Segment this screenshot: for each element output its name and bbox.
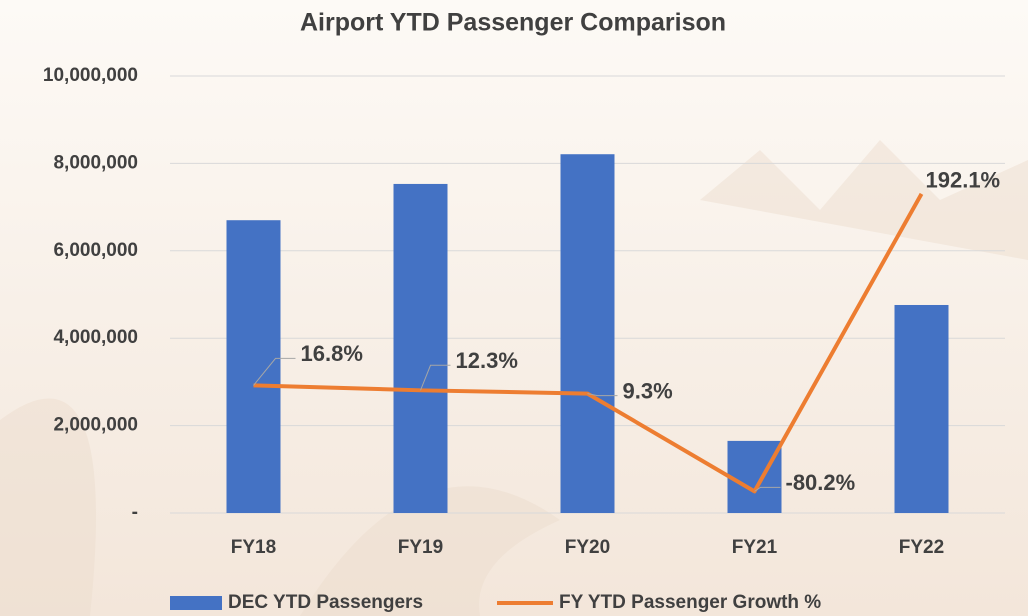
bar (894, 304, 949, 513)
data-label: 16.8% (301, 341, 363, 366)
legend-label: DEC YTD Passengers (228, 592, 423, 613)
bar (560, 154, 615, 513)
x-tick-label: FY21 (732, 537, 778, 558)
x-tick-label: FY19 (398, 537, 443, 558)
leader-line (253, 357, 296, 386)
leader-line (420, 364, 451, 391)
x-tick-label: FY22 (899, 537, 944, 558)
legend-swatch (170, 596, 222, 610)
data-label: -80.2% (786, 470, 856, 495)
data-label: 9.3% (623, 378, 673, 403)
legend-label: FY YTD Passenger Growth % (559, 592, 821, 613)
background-shape (0, 140, 1028, 616)
y-tick-label: 2,000,000 (53, 415, 138, 436)
y-tick-label: 4,000,000 (53, 327, 138, 348)
bar (727, 440, 782, 513)
leader-line (587, 393, 618, 397)
bar (393, 183, 448, 513)
y-tick-label: 6,000,000 (53, 240, 138, 261)
x-tick-label: FY18 (231, 537, 276, 558)
y-tick-label: - (132, 502, 138, 523)
y-tick-label: 8,000,000 (53, 152, 138, 173)
y-tick-label: 10,000,000 (43, 65, 138, 86)
chart-title: Airport YTD Passenger Comparison (300, 9, 726, 37)
data-label: 12.3% (456, 348, 518, 373)
data-label: 192.1% (926, 168, 1001, 193)
bar (226, 220, 281, 513)
leader-line (754, 486, 781, 492)
x-tick-label: FY20 (565, 537, 610, 558)
